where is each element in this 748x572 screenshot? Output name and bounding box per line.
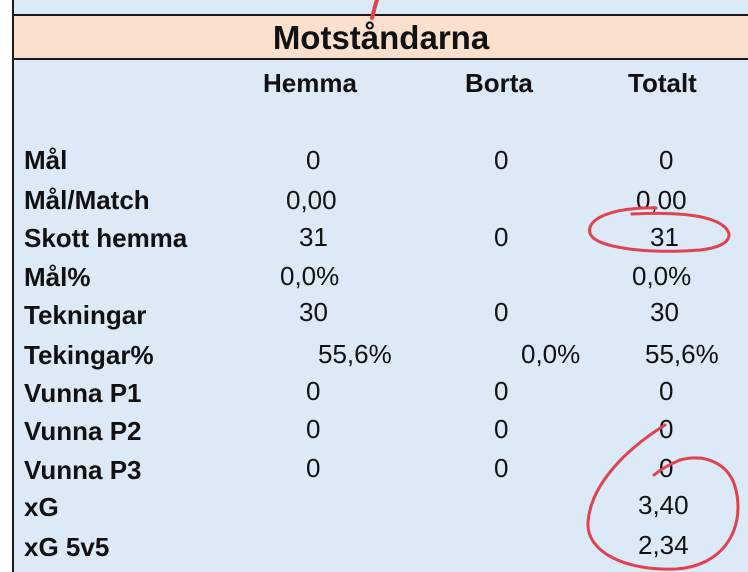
cell-borta: 0	[494, 453, 509, 483]
cell-hemma: 31	[299, 222, 328, 252]
sheet-title: Motståndarna	[272, 19, 490, 56]
cell-hemma: 0,00	[286, 185, 337, 215]
row-label: Mål	[24, 145, 68, 175]
column-header-totalt: Totalt	[628, 68, 697, 98]
markup-tick-stroke	[370, 0, 379, 20]
cell-borta: 0,0%	[521, 339, 581, 369]
title-bar: Motståndarna	[14, 14, 748, 60]
row-label: Vunna P3	[24, 455, 142, 485]
row-label: Vunna P2	[24, 416, 142, 446]
cell-hemma: 30	[299, 297, 328, 327]
cell-borta: 0	[494, 222, 509, 252]
cell-totalt: 3,40	[638, 490, 689, 520]
row-label: xG 5v5	[24, 532, 110, 562]
cell-borta: 0	[494, 297, 509, 327]
markup-circle-xg	[586, 423, 740, 571]
cell-borta: 0	[494, 414, 509, 444]
markup-circle-skott	[588, 206, 731, 253]
cell-hemma: 0	[306, 145, 321, 175]
cell-totalt: 0	[659, 145, 674, 175]
cell-totalt: 0	[659, 414, 674, 444]
cell-hemma: 0	[306, 414, 321, 444]
row-label: Vunna P1	[24, 378, 142, 408]
column-header-hemma: Hemma	[263, 68, 357, 98]
cell-totalt: 2,34	[638, 530, 689, 560]
cell-totalt: 31	[650, 222, 679, 252]
cell-totalt: 0,00	[636, 185, 687, 215]
stats-sheet: Motståndarna Hemma Borta Totalt Mål 0 0 …	[12, 0, 748, 572]
row-label: Mål%	[24, 262, 91, 292]
row-label: xG	[24, 492, 59, 522]
row-label: Tekningar	[24, 300, 147, 330]
row-label: Mål/Match	[24, 185, 150, 215]
cell-totalt: 55,6%	[645, 339, 719, 369]
cell-totalt: 0	[659, 376, 674, 406]
cell-hemma: 0	[306, 376, 321, 406]
cell-totalt: 30	[650, 297, 679, 327]
column-header-borta: Borta	[465, 68, 533, 98]
cell-hemma: 0	[306, 453, 321, 483]
cell-borta: 0	[494, 145, 509, 175]
row-label: Skott hemma	[24, 223, 188, 253]
cell-borta: 0	[494, 376, 509, 406]
cell-hemma: 55,6%	[318, 339, 392, 369]
cell-totalt: 0,0%	[632, 261, 692, 291]
row-label: Tekingar%	[24, 340, 154, 370]
cell-hemma: 0,0%	[280, 261, 340, 291]
